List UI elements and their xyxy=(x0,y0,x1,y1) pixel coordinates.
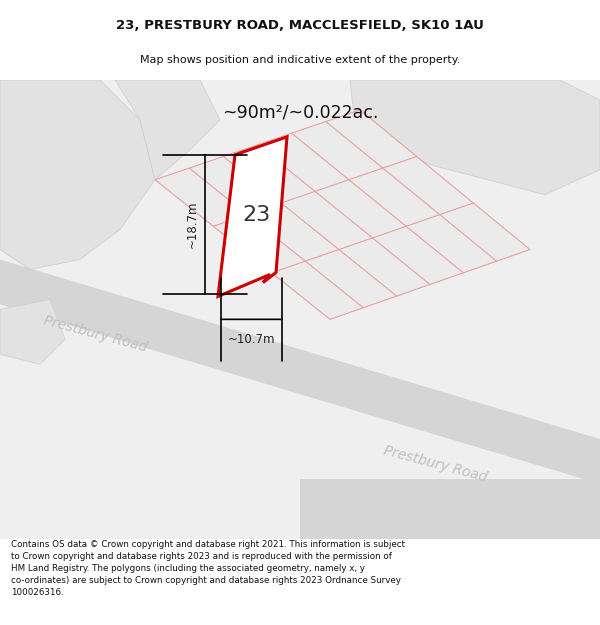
Text: Prestbury Road: Prestbury Road xyxy=(41,314,148,355)
Text: 23: 23 xyxy=(242,204,270,224)
Polygon shape xyxy=(115,80,220,180)
Text: Contains OS data © Crown copyright and database right 2021. This information is : Contains OS data © Crown copyright and d… xyxy=(11,541,405,597)
Polygon shape xyxy=(0,299,65,364)
Polygon shape xyxy=(218,137,287,296)
Polygon shape xyxy=(0,80,155,269)
Polygon shape xyxy=(300,479,600,539)
Text: ~10.7m: ~10.7m xyxy=(228,333,275,346)
Polygon shape xyxy=(350,80,600,195)
Text: Map shows position and indicative extent of the property.: Map shows position and indicative extent… xyxy=(140,55,460,65)
Text: ~90m²/~0.022ac.: ~90m²/~0.022ac. xyxy=(222,104,379,122)
Text: 23, PRESTBURY ROAD, MACCLESFIELD, SK10 1AU: 23, PRESTBURY ROAD, MACCLESFIELD, SK10 1… xyxy=(116,19,484,32)
Polygon shape xyxy=(0,259,600,484)
Text: Prestbury Road: Prestbury Road xyxy=(382,443,488,484)
Text: ~18.7m: ~18.7m xyxy=(185,201,199,248)
Polygon shape xyxy=(155,110,530,319)
